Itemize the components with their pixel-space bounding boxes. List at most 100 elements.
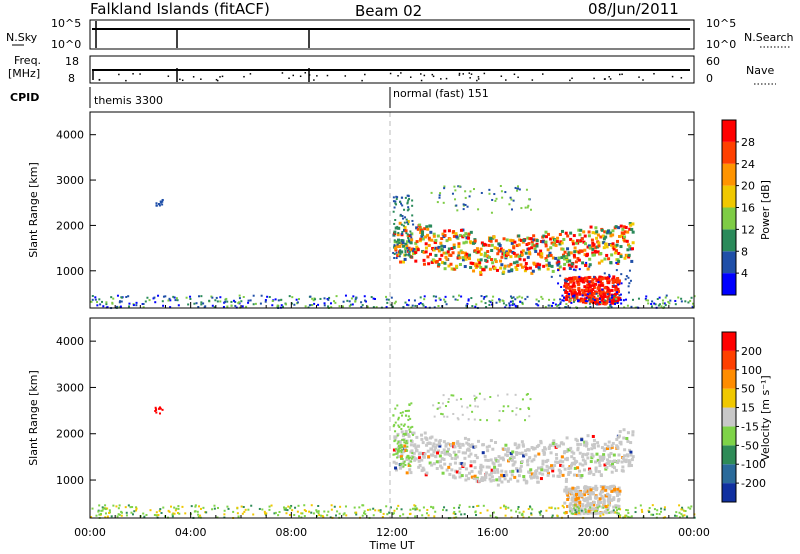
range-cell (488, 267, 492, 271)
range-cell (535, 244, 539, 248)
range-cell (560, 455, 564, 459)
range-cell (409, 430, 412, 433)
range-cell (377, 509, 380, 512)
range-cell (400, 508, 403, 511)
range-cell (583, 234, 587, 238)
range-cell (400, 457, 403, 460)
range-cell (630, 227, 634, 231)
range-cell (617, 459, 621, 463)
nave-dot (409, 76, 412, 78)
nave-dot (249, 73, 252, 75)
range-cell (407, 415, 410, 418)
range-cell (252, 303, 255, 306)
range-cell (613, 300, 617, 304)
range-cell (264, 299, 267, 302)
range-cell (573, 504, 576, 507)
range-cell (452, 230, 456, 234)
range-cell (526, 236, 530, 240)
range-cell (297, 504, 300, 507)
range-cell (570, 450, 574, 454)
range-cell (400, 428, 403, 431)
range-cell (558, 265, 562, 269)
range-cell (445, 257, 449, 261)
range-cell (576, 466, 580, 470)
range-cell (159, 200, 162, 203)
range-cell (492, 462, 496, 466)
range-cell (549, 443, 553, 447)
range-cell (424, 242, 428, 246)
power-x-ticks (89, 302, 695, 308)
range-cell (427, 243, 431, 247)
range-cell (330, 508, 333, 511)
range-cell (647, 302, 650, 305)
freq-strip: Freq. [MHz] 18 8 60 0 Nave (8, 54, 776, 85)
range-cell (655, 512, 658, 515)
range-cell (575, 492, 579, 496)
range-cell (232, 510, 235, 513)
range-cell (495, 301, 498, 304)
range-cell (426, 255, 430, 259)
range-cell (612, 484, 616, 488)
range-cell (502, 270, 506, 274)
range-cell (529, 237, 533, 241)
colorbar-tick-label: 20 (741, 180, 755, 193)
range-cell (652, 513, 655, 516)
range-cell (625, 275, 628, 278)
range-cell (485, 465, 489, 469)
range-cell (508, 302, 511, 305)
range-cell (590, 238, 594, 242)
range-cell (606, 508, 609, 511)
range-cell (683, 509, 686, 512)
range-cell (568, 259, 572, 263)
range-cell (372, 306, 375, 309)
range-cell (474, 405, 477, 408)
range-cell (360, 301, 363, 304)
range-cell (420, 437, 424, 441)
range-cell (252, 513, 255, 516)
nave-dot (299, 75, 302, 78)
range-cell (512, 261, 516, 265)
range-cell (520, 207, 523, 210)
range-cell (454, 513, 457, 516)
colorbar-swatch (722, 251, 736, 274)
range-cell (616, 487, 620, 491)
range-cell (648, 510, 651, 513)
range-cell (661, 299, 664, 302)
range-cell (97, 510, 100, 513)
range-cell (399, 252, 402, 255)
range-cell (486, 509, 489, 512)
range-cell (582, 293, 586, 297)
range-cell (403, 226, 407, 230)
range-cell (455, 204, 458, 207)
range-cell (488, 477, 492, 481)
range-cell (470, 469, 474, 473)
range-cell (611, 460, 615, 464)
range-cell (613, 251, 617, 255)
range-cell (217, 506, 220, 509)
range-cell (569, 466, 573, 470)
range-cell (198, 505, 201, 508)
range-cell (142, 302, 145, 305)
range-cell (105, 301, 108, 304)
range-cell (395, 195, 398, 198)
range-cell (506, 479, 510, 483)
range-cell (604, 299, 607, 302)
range-cell (475, 514, 478, 517)
range-cell (500, 190, 503, 193)
range-cell (394, 448, 397, 451)
range-cell (568, 276, 572, 280)
range-cell (597, 244, 601, 248)
range-cell (537, 443, 541, 447)
range-cell (550, 241, 554, 245)
range-cell (404, 196, 407, 199)
range-cell (609, 303, 612, 306)
nave-dot (361, 79, 363, 82)
range-cell (581, 294, 584, 297)
range-cell (358, 506, 361, 509)
range-cell (594, 245, 598, 249)
range-cell (480, 241, 484, 245)
range-cell (439, 298, 442, 301)
range-cell (430, 191, 433, 194)
range-cell (558, 242, 562, 246)
range-cell (592, 285, 596, 289)
